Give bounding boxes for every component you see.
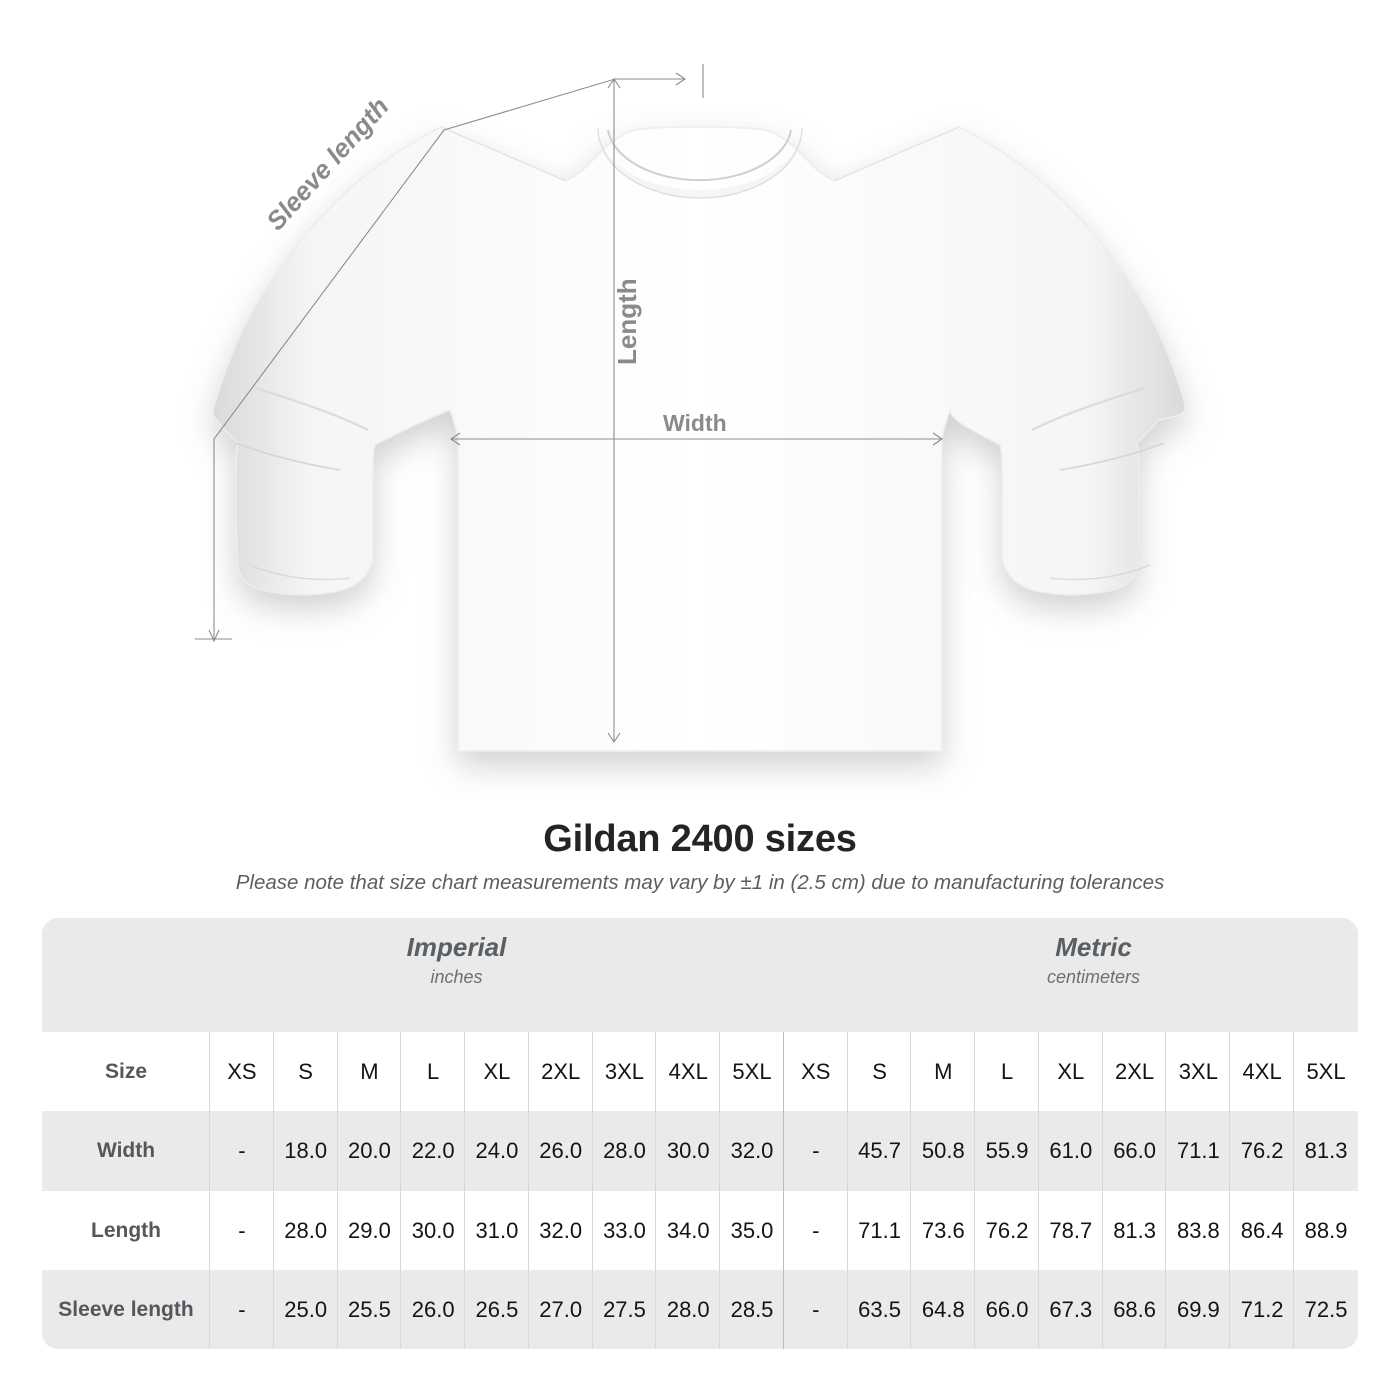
svg-text:Length: Length <box>612 278 642 365</box>
svg-text:Width: Width <box>663 410 727 436</box>
